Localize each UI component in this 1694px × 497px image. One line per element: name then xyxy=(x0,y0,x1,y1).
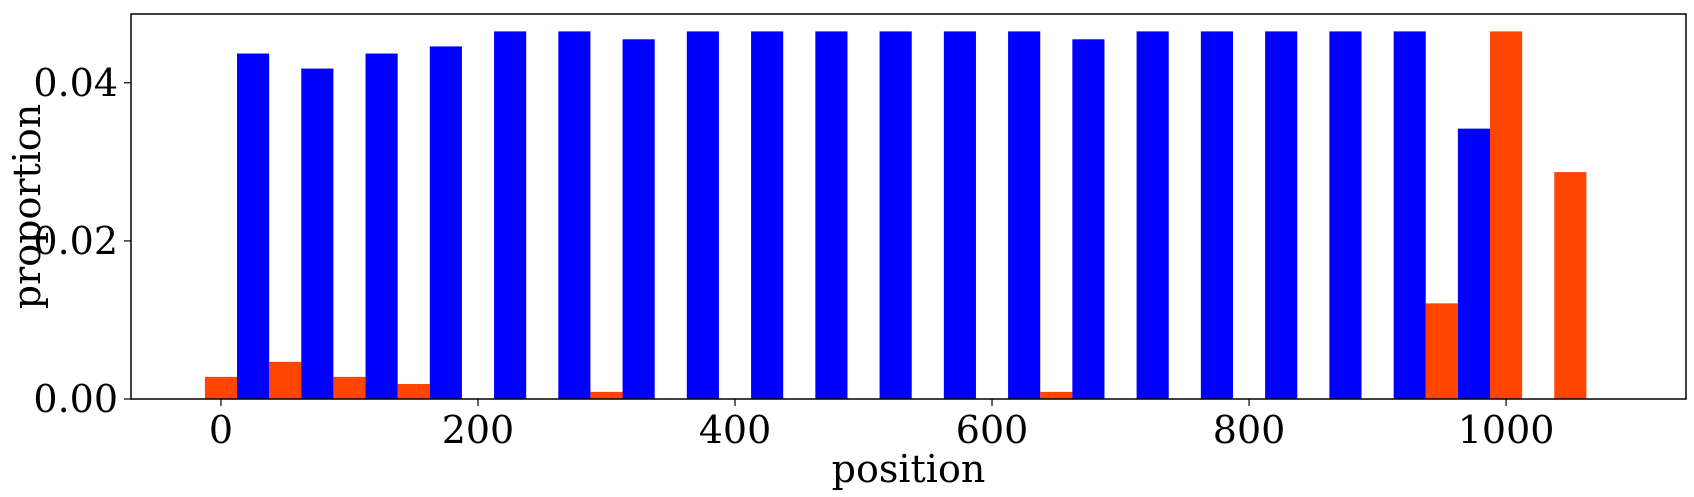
y-tick-label: 0.04 xyxy=(33,61,118,105)
bar-blue-100 xyxy=(365,53,398,400)
bar-blue-200 xyxy=(494,31,527,399)
y-tick-label: 0.02 xyxy=(33,219,118,263)
bar-blue-350 xyxy=(686,31,719,399)
bar-blue-750 xyxy=(1200,31,1233,399)
bar-blue-850 xyxy=(1329,31,1362,399)
x-tick-label: 800 xyxy=(1213,408,1286,452)
bar-orange-100 xyxy=(333,376,366,399)
bar-blue-950 xyxy=(1457,128,1491,400)
x-tick-label: 200 xyxy=(442,408,515,452)
bar-orange-950 xyxy=(1425,303,1458,399)
bar-blue-450 xyxy=(815,31,848,399)
bar-blue-550 xyxy=(943,31,976,399)
y-axis-label: proportion xyxy=(5,104,49,310)
bar-orange-300 xyxy=(590,391,623,399)
bar-blue-50 xyxy=(301,68,334,400)
bar-blue-650 xyxy=(1072,39,1105,400)
bar-orange-150 xyxy=(397,383,430,399)
x-axis-label: position xyxy=(832,447,986,491)
x-tick-label: 1000 xyxy=(1458,408,1555,452)
x-tick-label: 400 xyxy=(699,408,772,452)
bar-blue-400 xyxy=(751,31,784,399)
bar-blue-150 xyxy=(429,46,462,400)
bar-orange-0 xyxy=(204,376,238,399)
bar-blue-800 xyxy=(1265,31,1298,399)
bar-blue-600 xyxy=(1008,31,1041,399)
bar-blue-0 xyxy=(237,53,270,400)
bar-blue-500 xyxy=(879,31,912,399)
bar-blue-700 xyxy=(1136,31,1169,399)
bar-orange-1050 xyxy=(1554,172,1587,399)
y-tick-label: 0.00 xyxy=(33,377,118,421)
bars-layer xyxy=(204,31,1587,400)
x-axis-ticks: 0 200 400 600 800 1000 xyxy=(209,399,1555,452)
bar-orange-650 xyxy=(1040,391,1073,399)
x-tick-label: 600 xyxy=(956,408,1029,452)
bar-blue-250 xyxy=(558,31,591,399)
y-axis-ticks: 0.00 0.02 0.04 xyxy=(33,61,131,421)
bar-orange-50 xyxy=(269,361,302,399)
bar-orange-1000 xyxy=(1490,31,1523,399)
plot-frame xyxy=(130,13,1687,400)
bar-blue-300 xyxy=(622,39,655,400)
x-tick-label: 0 xyxy=(209,408,233,452)
bar-blue-900 xyxy=(1393,31,1426,399)
